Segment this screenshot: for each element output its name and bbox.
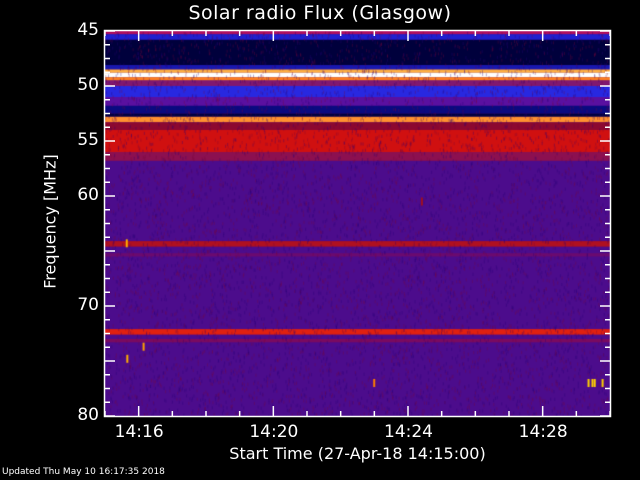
x-tick-label: 14:24 xyxy=(384,422,433,442)
x-axis-label: Start Time (27-Apr-18 14:15:00) xyxy=(229,444,486,463)
y-tick-label: 50 xyxy=(77,75,99,95)
plot-frame xyxy=(103,29,612,418)
x-tick-label: 14:16 xyxy=(114,422,164,442)
spectrogram-heatmap xyxy=(105,31,610,416)
y-tick-label: 60 xyxy=(77,185,99,205)
y-tick-label: 55 xyxy=(77,130,99,150)
y-tick-label: 45 xyxy=(77,20,99,40)
y-tick-label: 70 xyxy=(77,295,99,315)
chart-title: Solar radio Flux (Glasgow) xyxy=(188,2,452,24)
y-tick-label: 80 xyxy=(77,405,99,425)
x-tick-label: 14:20 xyxy=(249,422,299,442)
x-tick-label: 14:28 xyxy=(518,422,568,442)
y-axis-label: Frequency [MHz] xyxy=(40,154,60,289)
updated-timestamp: Updated Thu May 10 16:17:35 2018 xyxy=(2,467,165,477)
